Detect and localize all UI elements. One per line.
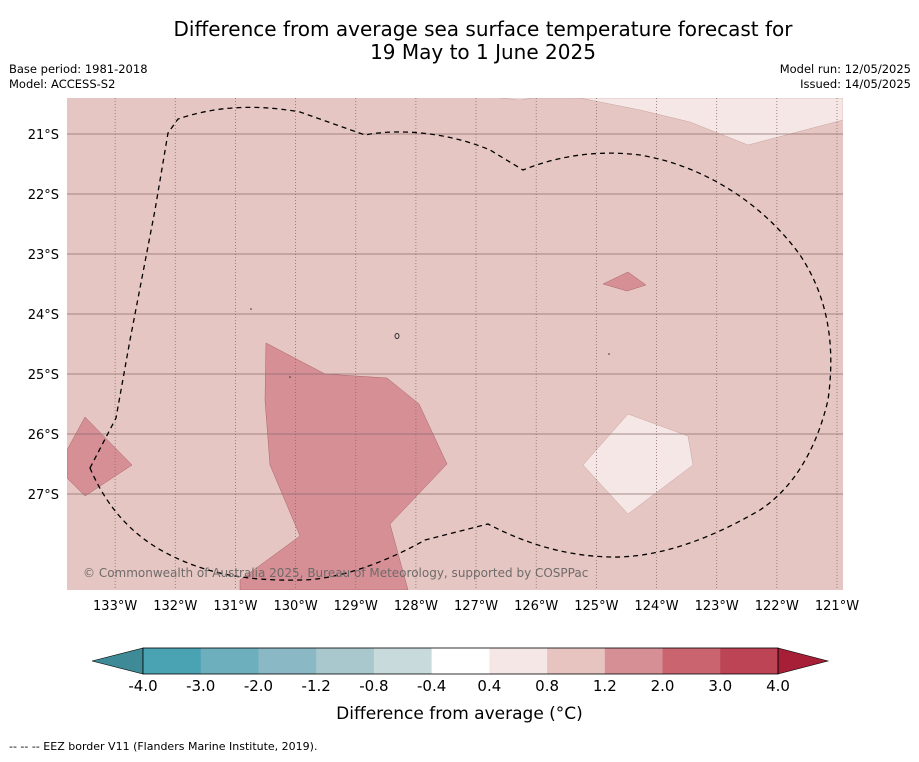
colorbar-extend-high (777, 647, 830, 675)
colorbar-tick-label: -0.8 (359, 677, 389, 695)
run-info: Model run: 12/05/2025 Issued: 14/05/2025 (780, 62, 911, 92)
anomaly-contours (67, 98, 843, 590)
base-info: Base period: 1981-2018 Model: ACCESS-S2 (9, 62, 148, 92)
colorbar-segment (547, 648, 606, 674)
latitude-label: 24°S (28, 308, 59, 323)
warm-anomaly-region-west (67, 416, 133, 497)
light-anomaly-region-south (582, 413, 694, 515)
latitude-label: 23°S (28, 248, 59, 263)
longitude-label: 132°W (153, 599, 197, 614)
longitude-label: 129°W (334, 599, 378, 614)
colorbar-segment (258, 648, 317, 674)
gridlines (67, 98, 843, 590)
title-line-2: 19 May to 1 June 2025 (370, 40, 596, 64)
longitude-label: 123°W (695, 599, 739, 614)
island-dot-3 (608, 353, 610, 355)
colorbar-tick-label: -3.0 (186, 677, 216, 695)
warm-anomaly-patch-east (602, 271, 647, 292)
colorbar-segment (604, 648, 664, 674)
colorbar-tick-label: 1.2 (592, 677, 617, 695)
colorbar-tick-label: -2.0 (243, 677, 274, 695)
colorbar-segment (431, 648, 490, 674)
colorbar-segment (143, 648, 202, 674)
longitude-label: 128°W (394, 599, 438, 614)
colorbar-segment (662, 648, 721, 674)
model-text: Model: ACCESS-S2 (9, 77, 116, 91)
eez-border (89, 106, 832, 581)
longitude-label: 133°W (93, 599, 137, 614)
colorbar-tick-label: 4.0 (766, 677, 790, 695)
colorbar (91, 647, 830, 675)
title-line-1: Difference from average sea surface temp… (173, 17, 793, 41)
colorbar-tick-label: 0.8 (535, 677, 560, 695)
colorbar-segment (316, 648, 375, 674)
colorbar-tick-label: 3.0 (708, 677, 733, 695)
latitude-label: 26°S (28, 428, 59, 443)
copyright-notice: © Commonwealth of Australia 2025, Bureau… (83, 566, 588, 580)
longitude-label: 125°W (574, 599, 618, 614)
latitude-label: 25°S (28, 368, 59, 383)
longitude-label: 127°W (454, 599, 498, 614)
longitude-label: 126°W (514, 599, 558, 614)
warm-anomaly-region-central (239, 342, 448, 590)
latitude-label: 27°S (28, 488, 59, 503)
eez-footnote: -- -- -- EEZ border V11 (Flanders Marine… (9, 740, 318, 753)
map-background (67, 98, 843, 590)
longitude-label: 131°W (213, 599, 257, 614)
island-marker (394, 333, 400, 339)
longitude-label: 121°W (815, 599, 859, 614)
colorbar-segment (200, 648, 259, 674)
base-period-text: Base period: 1981-2018 (9, 62, 148, 76)
colorbar-tick-label: 2.0 (650, 677, 675, 695)
colorbar-tick-label: -0.4 (416, 677, 447, 695)
colorbar-extend-low (91, 647, 144, 675)
longitude-label: 122°W (755, 599, 799, 614)
latitude-labels: 21°S 22°S 23°S 24°S 25°S 26°S 27°S (28, 128, 59, 503)
colorbar-segment (373, 648, 433, 674)
longitude-labels: 133°W 132°W 131°W 130°W 129°W 128°W 127°W 126°W… (93, 599, 859, 614)
colorbar-title: Difference from average (°C) (336, 704, 583, 724)
colorbar-frame (142, 647, 779, 675)
latitude-label: 22°S (28, 188, 59, 203)
colorbar-segment (489, 648, 548, 674)
issued-text: Issued: 14/05/2025 (800, 77, 911, 91)
longitude-label: 130°W (274, 599, 318, 614)
light-anomaly-region-north (499, 98, 843, 146)
colorbar-tick-label: -1.2 (301, 677, 331, 695)
map-title: Difference from average sea surface temp… (0, 18, 919, 64)
longitude-label: 124°W (634, 599, 678, 614)
colorbar-tick-label: -4.0 (128, 677, 158, 695)
latitude-label: 21°S (28, 128, 59, 143)
island-dot-1 (250, 308, 252, 310)
island-dot-2 (289, 376, 291, 378)
colorbar-tick-label: 0.4 (477, 677, 502, 695)
model-run-text: Model run: 12/05/2025 (779, 62, 911, 76)
colorbar-segment (720, 648, 779, 674)
